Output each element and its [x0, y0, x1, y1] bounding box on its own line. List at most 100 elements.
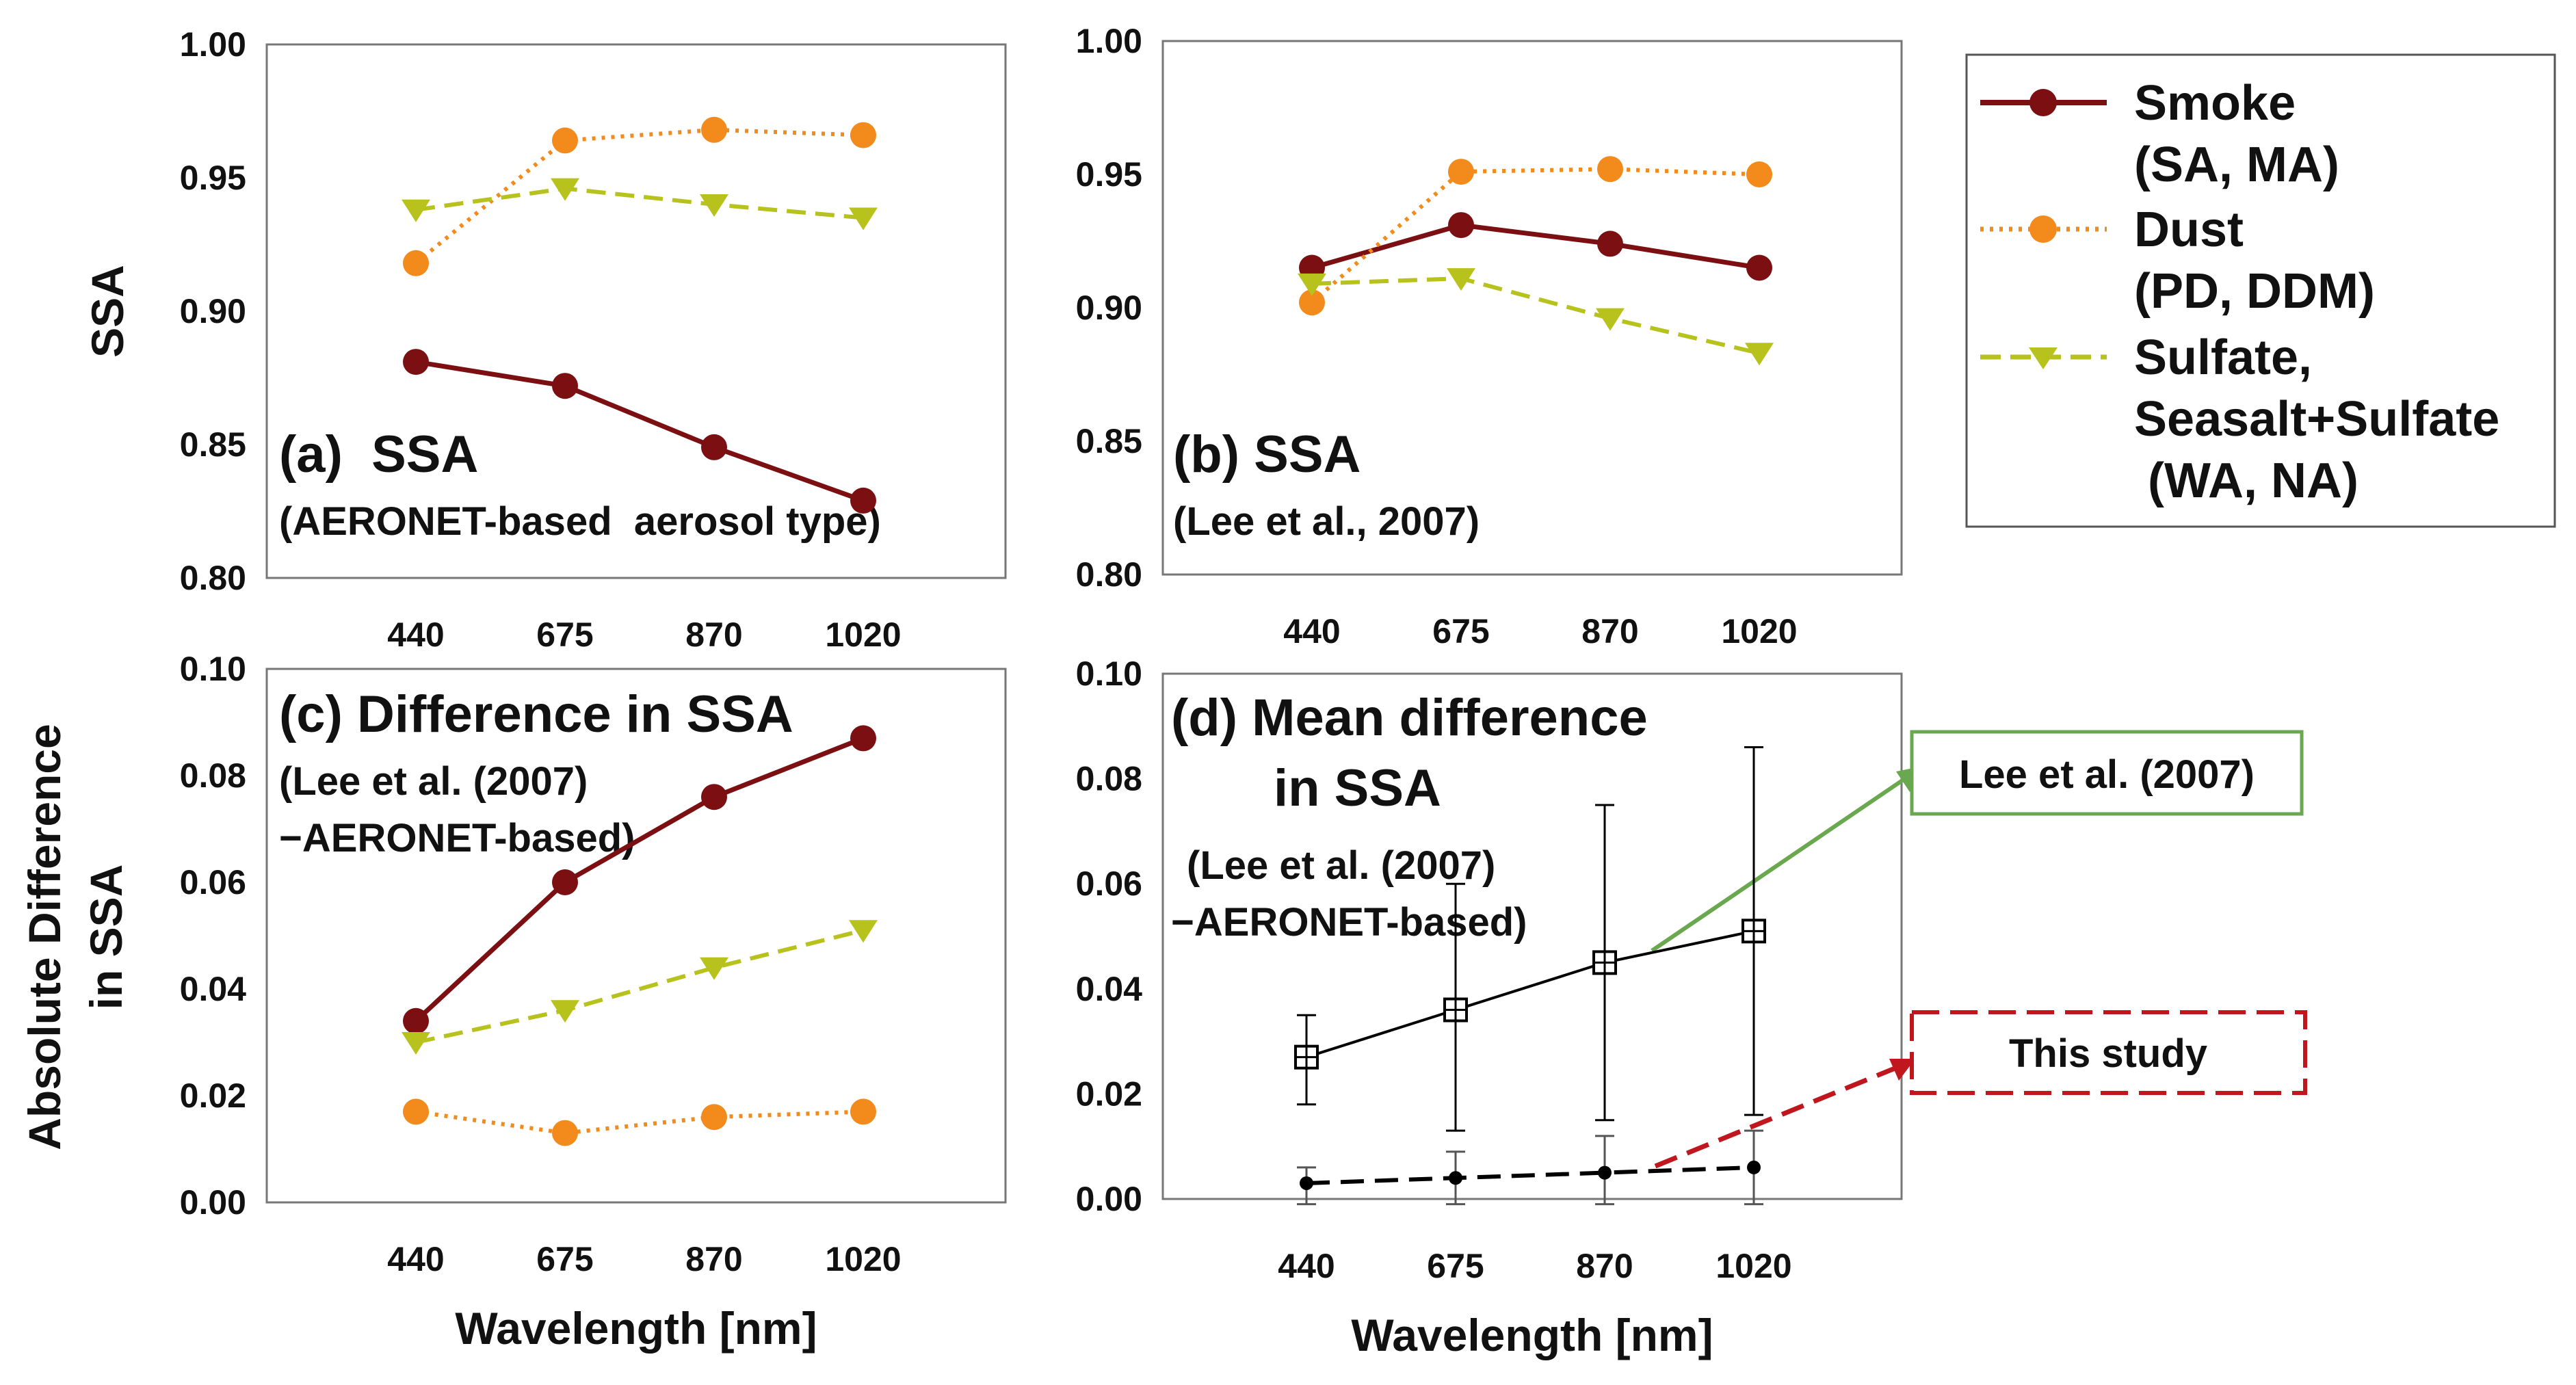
x-axis-title-d: Wavelength [nm] — [1351, 1310, 1713, 1360]
y-axis-title-bottom-line2: in SSA — [81, 865, 131, 1010]
point-a-sulfate-1 — [551, 178, 579, 201]
point-c-sulfate-2 — [700, 957, 728, 980]
x-tick-label-d-1: 675 — [1427, 1247, 1484, 1285]
x-tick-label-d-0: 440 — [1278, 1247, 1335, 1285]
panel-a-frame — [265, 43, 1007, 579]
point-a-dust-3 — [850, 122, 876, 148]
y-axis-title-top: SSA — [82, 265, 133, 358]
this-study-callout-arrow — [1654, 1064, 1900, 1169]
point-a-smoke-1 — [552, 373, 578, 399]
y-tick-label-d-1: 0.02 — [1076, 1074, 1142, 1113]
point-b-dust-3 — [1746, 161, 1772, 187]
y-tick-label-d-3: 0.06 — [1076, 865, 1142, 903]
point-c-smoke-1 — [552, 869, 578, 895]
legend-dust-marker — [2029, 215, 2057, 243]
this-study-callout-arrowhead — [1889, 1059, 1915, 1081]
x-tick-label-c-0: 440 — [387, 1240, 444, 1278]
x-tick-label-a-2: 870 — [685, 616, 742, 654]
point-a-dust-2 — [701, 116, 727, 143]
point-c-sulfate-1 — [551, 1000, 579, 1023]
point-b-dust-0 — [1299, 289, 1325, 316]
point-c-dust-2 — [701, 1104, 727, 1131]
point-a-sulfate-3 — [849, 207, 878, 230]
point-b-sulfate-1 — [1447, 268, 1475, 291]
this-study-callout-label: This study — [2009, 1031, 2207, 1076]
legend-smoke-marker — [2029, 89, 2057, 116]
y-tick-label-c-2: 0.04 — [180, 970, 247, 1008]
series-line-d-lee — [1306, 929, 1754, 1059]
point-a-sulfate-2 — [700, 194, 728, 217]
y-tick-label-d-5: 0.10 — [1076, 655, 1142, 693]
point-c-dust-3 — [850, 1098, 876, 1125]
legend-sulfate-marker — [2029, 347, 2058, 369]
legend-sulfate-label-line1: Sulfate, — [2134, 330, 2312, 385]
point-b-sulfate-0 — [1298, 273, 1326, 296]
y-tick-label-b-0: 0.80 — [1076, 555, 1142, 594]
legend-sulfate-label-line3: (WA, NA) — [2134, 453, 2358, 508]
point-c-smoke-2 — [701, 784, 727, 810]
legend-dust-label-line1: Dust — [2134, 202, 2244, 257]
point-a-smoke-0 — [403, 349, 429, 375]
series-line-b-sulfate — [1311, 276, 1760, 356]
panel-c-subtitle-line2: −AERONET-based) — [279, 816, 635, 860]
point-a-smoke-3 — [850, 487, 876, 514]
point-b-smoke-2 — [1597, 230, 1623, 257]
panel-b-title: (b) SSA — [1173, 425, 1361, 484]
y-tick-label-d-0: 0.00 — [1076, 1180, 1142, 1218]
point-c-dust-0 — [403, 1098, 429, 1125]
series-line-a-sulfate — [415, 186, 864, 220]
legend-smoke-label-line1: Smoke — [2134, 76, 2296, 131]
y-tick-label-c-1: 0.02 — [180, 1077, 246, 1115]
series-line-a-dust — [415, 127, 864, 265]
series-line-b-dust — [1311, 167, 1760, 304]
point-c-sulfate-3 — [849, 920, 878, 943]
point-b-smoke-3 — [1746, 254, 1772, 281]
point-a-sulfate-0 — [402, 199, 430, 222]
legend-sulfate-label-line2: Seasalt+Sulfate — [2134, 392, 2499, 447]
x-tick-label-a-0: 440 — [387, 616, 444, 654]
series-line-b-smoke — [1311, 222, 1760, 270]
y-tick-label-c-0: 0.00 — [180, 1183, 246, 1222]
panel-d-title-line1: (d) Mean difference — [1171, 689, 1648, 747]
point-d-this-2 — [1598, 1165, 1612, 1180]
this-study-callout-box — [1910, 1010, 2307, 1095]
x-tick-label-c-2: 870 — [685, 1240, 742, 1278]
y-tick-label-b-3: 0.95 — [1076, 155, 1142, 194]
x-tick-label-b-3: 1020 — [1721, 612, 1797, 650]
y-tick-label-b-2: 0.90 — [1076, 289, 1142, 327]
x-tick-label-d-2: 870 — [1576, 1247, 1633, 1285]
x-tick-label-b-2: 870 — [1581, 612, 1638, 650]
point-a-smoke-2 — [701, 434, 727, 460]
point-d-this-0 — [1300, 1176, 1313, 1190]
y-tick-label-a-0: 0.80 — [180, 559, 246, 597]
legend-dust-label-line2: (PD, DDM) — [2134, 264, 2375, 319]
point-d-this-1 — [1449, 1171, 1462, 1185]
x-tick-label-a-3: 1020 — [825, 616, 901, 654]
y-tick-label-a-2: 0.90 — [180, 292, 246, 330]
point-b-sulfate-2 — [1596, 308, 1625, 331]
y-tick-label-a-3: 0.95 — [180, 159, 246, 197]
y-tick-label-c-5: 0.10 — [180, 650, 246, 688]
point-b-smoke-1 — [1448, 212, 1474, 239]
lee-callout-label: Lee et al. (2007) — [1959, 752, 2255, 797]
panel-a-subtitle: (AERONET-based aerosol type) — [279, 499, 881, 544]
point-a-dust-1 — [552, 127, 578, 154]
legend-smoke-label-line2: (SA, MA) — [2134, 137, 2339, 192]
x-tick-label-c-1: 675 — [536, 1240, 593, 1278]
y-tick-label-a-1: 0.85 — [180, 425, 246, 464]
y-tick-label-d-4: 0.08 — [1076, 760, 1142, 798]
x-tick-label-d-3: 1020 — [1716, 1247, 1791, 1285]
chart-marks: 0.80 0.85 0.90 0.95 1.00 440 675 870 1020 0.80 0.8… — [180, 22, 1798, 1285]
y-tick-label-b-4: 1.00 — [1076, 22, 1142, 60]
x-tick-label-c-3: 1020 — [825, 1240, 901, 1278]
lee-callout-box — [1910, 730, 2304, 816]
point-a-dust-0 — [403, 250, 429, 276]
y-tick-label-c-3: 0.06 — [180, 863, 246, 901]
y-tick-label-d-2: 0.04 — [1076, 970, 1143, 1008]
x-tick-label-a-1: 675 — [536, 616, 593, 654]
x-tick-label-b-1: 675 — [1432, 612, 1489, 650]
series-line-c-smoke — [414, 736, 865, 1023]
panel-c-subtitle-line1: (Lee et al. (2007) — [279, 759, 588, 804]
panel-d-subtitle-line1: (Lee et al. (2007) — [1187, 843, 1495, 888]
